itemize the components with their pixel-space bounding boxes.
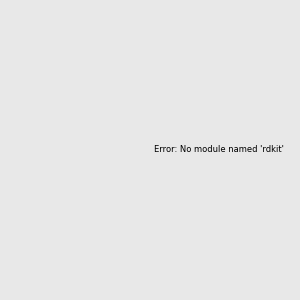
Text: Error: No module named 'rdkit': Error: No module named 'rdkit' bbox=[154, 145, 284, 154]
